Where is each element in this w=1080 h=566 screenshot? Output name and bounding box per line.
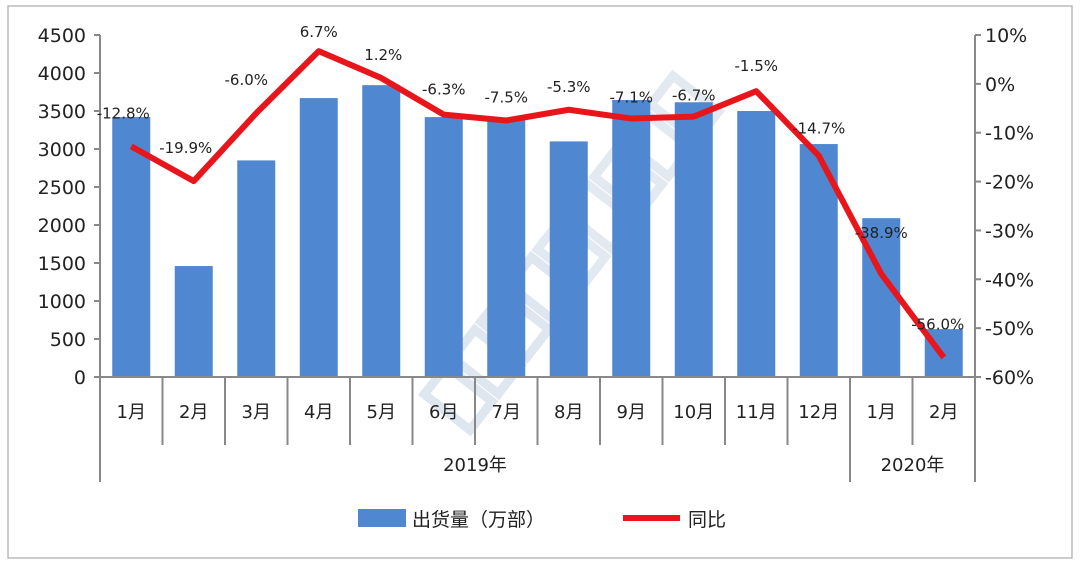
- data-label: 1.2%: [364, 46, 402, 64]
- data-label: -1.5%: [734, 57, 778, 75]
- category-label: 12月: [798, 402, 839, 423]
- data-label: -7.5%: [484, 89, 528, 107]
- bar-1: [174, 266, 213, 377]
- category-label: 1月: [867, 402, 896, 423]
- bar-12: [862, 218, 901, 377]
- data-label: -6.7%: [672, 87, 716, 105]
- bar-7: [549, 141, 588, 377]
- data-label: -7.1%: [609, 89, 653, 107]
- watermark-glyph-shape: [417, 359, 499, 437]
- right-tick-label: -60%: [985, 367, 1034, 389]
- category-label: 2月: [929, 402, 958, 423]
- left-tick-label: 500: [50, 329, 86, 351]
- right-tick-label: 0%: [985, 74, 1015, 96]
- category-label: 4月: [304, 402, 333, 423]
- right-tick-label: -50%: [985, 318, 1034, 340]
- bar-6: [487, 120, 526, 378]
- left-tick-label: 2000: [38, 215, 86, 237]
- data-label: -12.8%: [97, 104, 150, 122]
- bar-0: [112, 117, 151, 377]
- right-tick-label: -10%: [985, 123, 1034, 145]
- left-tick-label: 1000: [38, 291, 86, 313]
- legend-bar-swatch: [358, 509, 406, 527]
- data-label: -5.3%: [547, 78, 591, 96]
- category-label: 7月: [492, 402, 521, 423]
- left-tick-label: 3500: [38, 101, 86, 123]
- legend-bar-label: 出货量（万部）: [412, 509, 545, 531]
- category-label: 2月: [179, 402, 208, 423]
- data-label: 6.7%: [300, 23, 338, 41]
- left-tick-label: 4500: [38, 25, 86, 47]
- left-tick-label: 3000: [38, 139, 86, 161]
- legend-line-label: 同比: [688, 509, 726, 531]
- category-label: 6月: [429, 402, 458, 423]
- group-label: 2020年: [881, 455, 945, 476]
- left-tick-label: 2500: [38, 177, 86, 199]
- bar-9: [674, 102, 713, 377]
- data-label: -56.0%: [911, 315, 964, 333]
- yoy-line: [129, 48, 947, 360]
- category-label: 1月: [117, 402, 146, 423]
- left-tick-label: 4000: [38, 63, 86, 85]
- bar-2: [237, 160, 276, 377]
- group-label: 2019年: [443, 455, 507, 476]
- data-label: -6.0%: [224, 71, 268, 89]
- bar-8: [612, 99, 651, 377]
- category-label: 10月: [673, 402, 714, 423]
- category-label: 8月: [554, 402, 583, 423]
- category-label: 3月: [242, 402, 271, 423]
- category-label: 5月: [367, 402, 396, 423]
- chart-border: [7, 5, 1073, 559]
- bar-10: [737, 111, 776, 377]
- left-tick-label: 1500: [38, 253, 86, 275]
- data-label: -38.9%: [855, 224, 908, 242]
- bar-3: [299, 98, 338, 377]
- bar-5: [424, 117, 463, 377]
- category-label: 9月: [617, 402, 646, 423]
- left-tick-label: 0: [74, 367, 86, 389]
- right-tick-label: 10%: [985, 25, 1027, 47]
- right-tick-label: -20%: [985, 172, 1034, 194]
- category-label: 11月: [736, 402, 777, 423]
- data-label: -14.7%: [792, 120, 845, 138]
- right-tick-label: -30%: [985, 220, 1034, 242]
- data-label: -19.9%: [159, 139, 212, 157]
- right-tick-label: -40%: [985, 269, 1034, 291]
- data-label: -6.3%: [422, 81, 466, 99]
- bar-4: [362, 85, 401, 377]
